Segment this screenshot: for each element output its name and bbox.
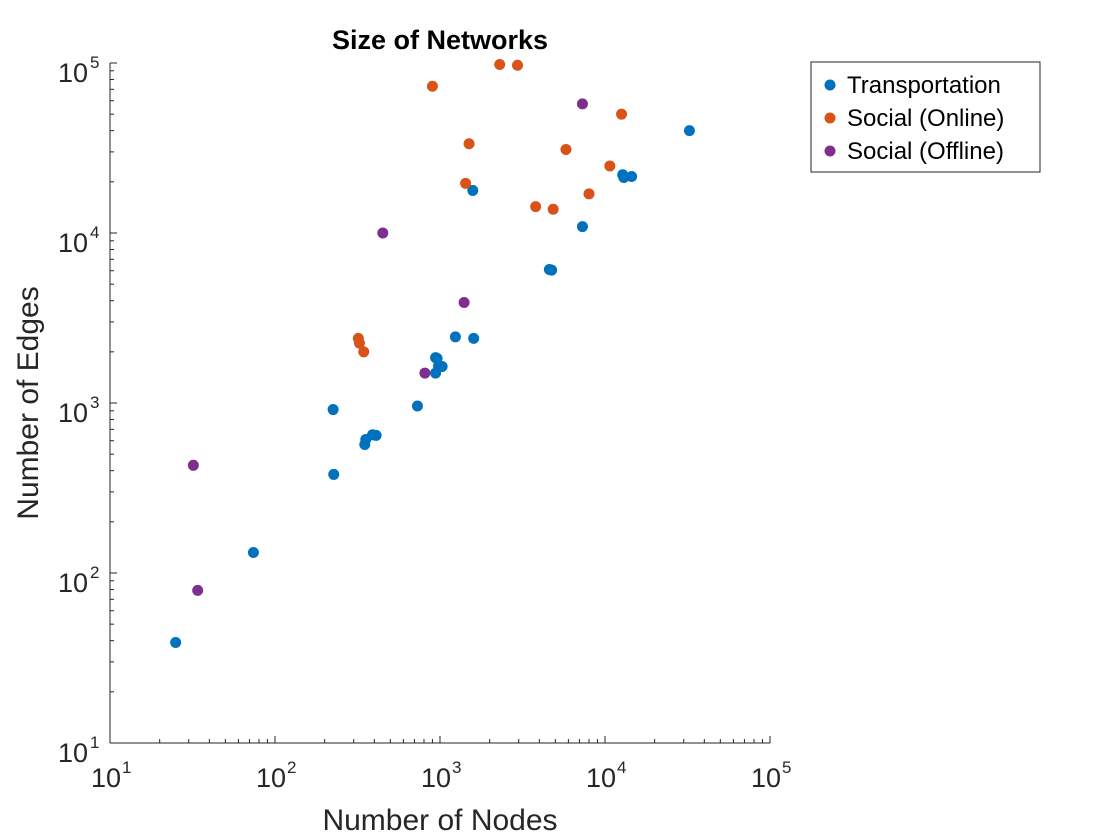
data-point-social-online bbox=[604, 160, 616, 172]
data-point-social-offline bbox=[458, 297, 470, 309]
data-point-social-online bbox=[358, 346, 370, 358]
x-tick-exponent: 2 bbox=[287, 758, 296, 777]
data-point-transportation bbox=[546, 264, 558, 276]
legend-label-social-offline: Social (Offline) bbox=[847, 138, 1004, 165]
x-tick-label: 10 bbox=[751, 763, 781, 793]
data-point-transportation bbox=[436, 360, 448, 372]
y-tick-exponent: 3 bbox=[90, 393, 99, 412]
y-tick-exponent: 2 bbox=[90, 563, 99, 582]
data-point-social-online bbox=[494, 58, 506, 70]
legend-marker-social-offline bbox=[824, 145, 836, 157]
data-point-transportation bbox=[370, 429, 382, 441]
data-point-social-online bbox=[616, 108, 628, 120]
legend-label-social-online: Social (Online) bbox=[847, 105, 1004, 132]
data-point-transportation bbox=[247, 547, 259, 559]
ticks: 10 1 10 2 10 3 10 4 10 510 110 210 310 410 5 bbox=[58, 53, 792, 793]
legend-box bbox=[810, 61, 1041, 173]
data-point-transportation bbox=[683, 125, 695, 137]
x-tick-label: 10 bbox=[586, 763, 616, 793]
x-axis-label: Number of Nodes bbox=[322, 804, 557, 837]
chart-title: Size of Networks bbox=[332, 25, 548, 55]
data-point-social-offline bbox=[377, 227, 389, 239]
data-point-social-offline bbox=[419, 367, 431, 379]
data-point-transportation bbox=[328, 468, 340, 480]
data-points bbox=[170, 58, 695, 649]
data-point-transportation bbox=[449, 331, 461, 343]
data-point-transportation bbox=[170, 637, 182, 649]
data-point-social-online bbox=[560, 143, 572, 155]
y-tick-label: 10 bbox=[58, 738, 88, 768]
axes bbox=[109, 63, 770, 744]
legend-marker-transportation bbox=[824, 79, 836, 91]
x-tick-exponent: 1 bbox=[122, 758, 131, 777]
y-tick-exponent: 4 bbox=[90, 223, 99, 242]
x-tick-exponent: 4 bbox=[617, 758, 626, 777]
data-point-social-online bbox=[547, 203, 559, 215]
data-point-social-online bbox=[426, 80, 438, 92]
data-point-social-offline bbox=[187, 459, 199, 471]
y-tick-label: 10 bbox=[58, 58, 88, 88]
data-point-social-online bbox=[353, 337, 365, 349]
x-tick-label: 10 bbox=[91, 763, 121, 793]
x-tick-exponent: 5 bbox=[782, 758, 791, 777]
data-point-social-online bbox=[512, 59, 524, 71]
data-point-social-online bbox=[463, 138, 475, 150]
data-point-transportation bbox=[626, 170, 638, 182]
y-tick-label: 10 bbox=[58, 568, 88, 598]
data-point-social-offline bbox=[576, 98, 588, 110]
y-axis-label: Number of Edges bbox=[12, 286, 45, 519]
y-tick-exponent: 1 bbox=[90, 733, 99, 752]
data-point-social-online bbox=[583, 188, 595, 200]
x-tick-exponent: 3 bbox=[452, 758, 461, 777]
x-tick-label: 10 bbox=[421, 763, 451, 793]
data-point-transportation bbox=[467, 184, 479, 196]
legend-label-transportation: Transportation bbox=[847, 72, 1001, 99]
legend-marker-social-online bbox=[824, 112, 836, 124]
legend[interactable]: Transportation Social (Online) Social (Off… bbox=[810, 61, 1041, 173]
x-tick-label: 10 bbox=[256, 763, 286, 793]
data-point-transportation bbox=[411, 400, 423, 412]
data-point-social-offline bbox=[192, 584, 204, 596]
y-tick-label: 10 bbox=[58, 398, 88, 428]
data-point-transportation bbox=[576, 221, 588, 233]
data-point-social-online bbox=[460, 177, 472, 189]
y-tick-label: 10 bbox=[58, 228, 88, 258]
y-tick-exponent: 5 bbox=[90, 53, 99, 72]
data-point-transportation bbox=[468, 332, 480, 344]
data-point-social-online bbox=[530, 201, 542, 213]
data-point-transportation bbox=[327, 404, 339, 416]
